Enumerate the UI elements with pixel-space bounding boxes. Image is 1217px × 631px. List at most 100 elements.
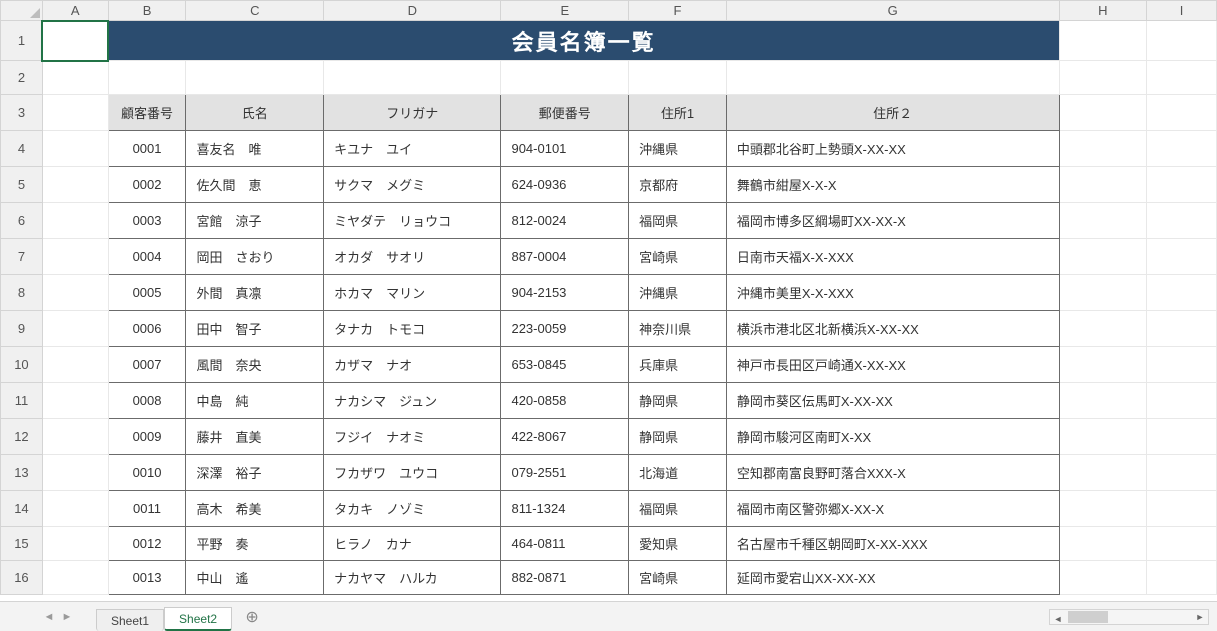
cell-B6[interactable]: 0003 (108, 203, 186, 239)
row-header-3[interactable]: 3 (1, 95, 43, 131)
cell-I10[interactable] (1147, 347, 1217, 383)
cell-F8[interactable]: 沖縄県 (629, 275, 727, 311)
cell-I11[interactable] (1147, 383, 1217, 419)
column-header-D[interactable]: D (324, 1, 501, 21)
cell-E4[interactable]: 904-0101 (501, 131, 629, 167)
cell-H3[interactable] (1059, 95, 1147, 131)
cell-I16[interactable] (1147, 561, 1217, 595)
cell-G7[interactable]: 日南市天福X-X-XXX (726, 239, 1059, 275)
cell-A3[interactable] (42, 95, 108, 131)
row-header-2[interactable]: 2 (1, 61, 43, 95)
cell-C10[interactable]: 風間 奈央 (186, 347, 324, 383)
cell-E6[interactable]: 812-0024 (501, 203, 629, 239)
cell-I9[interactable] (1147, 311, 1217, 347)
cell-C6[interactable]: 宮館 涼子 (186, 203, 324, 239)
cell-I13[interactable] (1147, 455, 1217, 491)
cell-C11[interactable]: 中島 純 (186, 383, 324, 419)
cell-A15[interactable] (42, 527, 108, 561)
cell-D13[interactable]: フカザワ ユウコ (324, 455, 501, 491)
cell-H15[interactable] (1059, 527, 1147, 561)
cell-F3[interactable]: 住所1 (629, 95, 727, 131)
hscroll-left[interactable]: ◄ (1050, 612, 1066, 626)
cell-G15[interactable]: 名古屋市千種区朝岡町X-XX-XXX (726, 527, 1059, 561)
row-header-8[interactable]: 8 (1, 275, 43, 311)
cell-E3[interactable]: 郵便番号 (501, 95, 629, 131)
cell-A11[interactable] (42, 383, 108, 419)
cell-I4[interactable] (1147, 131, 1217, 167)
select-all-corner[interactable] (1, 1, 43, 21)
row-header-11[interactable]: 11 (1, 383, 43, 419)
cell-H13[interactable] (1059, 455, 1147, 491)
cell-E9[interactable]: 223-0059 (501, 311, 629, 347)
row-header-15[interactable]: 15 (1, 527, 43, 561)
cell-G5[interactable]: 舞鶴市紺屋X-X-X (726, 167, 1059, 203)
cell-H12[interactable] (1059, 419, 1147, 455)
cell-G2[interactable] (726, 61, 1059, 95)
cell-C13[interactable]: 深澤 裕子 (186, 455, 324, 491)
cell-B13[interactable]: 0010 (108, 455, 186, 491)
cell-A5[interactable] (42, 167, 108, 203)
cell-I8[interactable] (1147, 275, 1217, 311)
cell-F15[interactable]: 愛知県 (629, 527, 727, 561)
cell-H2[interactable] (1059, 61, 1147, 95)
cell-C12[interactable]: 藤井 直美 (186, 419, 324, 455)
hscroll-thumb[interactable] (1068, 611, 1108, 623)
cell-G11[interactable]: 静岡市葵区伝馬町X-XX-XX (726, 383, 1059, 419)
cell-H10[interactable] (1059, 347, 1147, 383)
cell-H9[interactable] (1059, 311, 1147, 347)
cell-B9[interactable]: 0006 (108, 311, 186, 347)
row-header-6[interactable]: 6 (1, 203, 43, 239)
cell-F4[interactable]: 沖縄県 (629, 131, 727, 167)
cell-A8[interactable] (42, 275, 108, 311)
cell-D10[interactable]: カザマ ナオ (324, 347, 501, 383)
cell-E5[interactable]: 624-0936 (501, 167, 629, 203)
cell-I7[interactable] (1147, 239, 1217, 275)
cell-B8[interactable]: 0005 (108, 275, 186, 311)
cell-I12[interactable] (1147, 419, 1217, 455)
cell-I15[interactable] (1147, 527, 1217, 561)
row-header-9[interactable]: 9 (1, 311, 43, 347)
cell-B10[interactable]: 0007 (108, 347, 186, 383)
cell-I5[interactable] (1147, 167, 1217, 203)
cell-D12[interactable]: フジイ ナオミ (324, 419, 501, 455)
cell-H6[interactable] (1059, 203, 1147, 239)
cell-D2[interactable] (324, 61, 501, 95)
cell-A14[interactable] (42, 491, 108, 527)
cell-C7[interactable]: 岡田 さおり (186, 239, 324, 275)
cell-D5[interactable]: サクマ メグミ (324, 167, 501, 203)
cell-G8[interactable]: 沖縄市美里X-X-XXX (726, 275, 1059, 311)
row-header-13[interactable]: 13 (1, 455, 43, 491)
cell-G14[interactable]: 福岡市南区警弥郷X-XX-X (726, 491, 1059, 527)
cell-B12[interactable]: 0009 (108, 419, 186, 455)
cell-E8[interactable]: 904-2153 (501, 275, 629, 311)
cell-A10[interactable] (42, 347, 108, 383)
cell-A16[interactable] (42, 561, 108, 595)
cell-F2[interactable] (629, 61, 727, 95)
cell-F7[interactable]: 宮崎県 (629, 239, 727, 275)
cell-B15[interactable]: 0012 (108, 527, 186, 561)
cell-H8[interactable] (1059, 275, 1147, 311)
cell-I6[interactable] (1147, 203, 1217, 239)
row-header-12[interactable]: 12 (1, 419, 43, 455)
cell-D14[interactable]: タカキ ノゾミ (324, 491, 501, 527)
column-header-F[interactable]: F (629, 1, 727, 21)
cell-I3[interactable] (1147, 95, 1217, 131)
sheet-tab-sheet1[interactable]: Sheet1 (96, 609, 164, 631)
cell-E10[interactable]: 653-0845 (501, 347, 629, 383)
cell-I14[interactable] (1147, 491, 1217, 527)
cell-C4[interactable]: 喜友名 唯 (186, 131, 324, 167)
cell-F5[interactable]: 京都府 (629, 167, 727, 203)
row-header-16[interactable]: 16 (1, 561, 43, 595)
cell-E14[interactable]: 811-1324 (501, 491, 629, 527)
cell-A7[interactable] (42, 239, 108, 275)
cell-D15[interactable]: ヒラノ カナ (324, 527, 501, 561)
column-header-I[interactable]: I (1147, 1, 1217, 21)
cell-A2[interactable] (42, 61, 108, 95)
cell-F14[interactable]: 福岡県 (629, 491, 727, 527)
cell-F11[interactable]: 静岡県 (629, 383, 727, 419)
cell-D8[interactable]: ホカマ マリン (324, 275, 501, 311)
cell-H11[interactable] (1059, 383, 1147, 419)
cell-A9[interactable] (42, 311, 108, 347)
cell-A1[interactable] (42, 21, 108, 61)
cell-C8[interactable]: 外間 真凛 (186, 275, 324, 311)
